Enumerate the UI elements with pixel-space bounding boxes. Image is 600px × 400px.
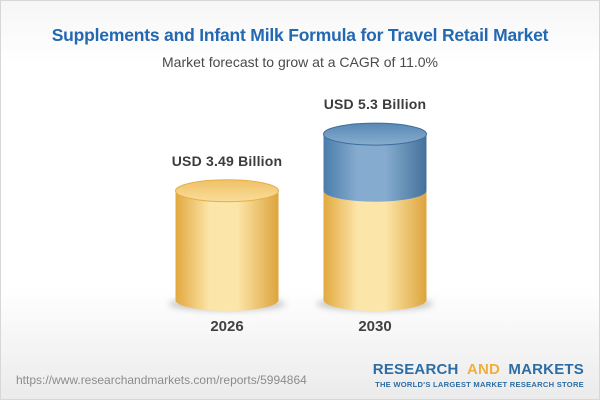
logo-word-and: AND	[466, 361, 501, 378]
logo-word-research: RESEARCH	[372, 361, 459, 378]
logo-word-markets: MARKETS	[508, 361, 584, 378]
value-label-2030: USD 5.3 Billion	[323, 96, 427, 113]
logo-wordmark: RESEARCH AND MARKETS	[373, 362, 584, 377]
report-url: https://www.researchandmarkets.com/repor…	[16, 373, 307, 387]
research-and-markets-logo: RESEARCH AND MARKETS THE WORLD'S LARGEST…	[373, 362, 584, 389]
category-label-2030: 2030	[358, 318, 392, 335]
cylinder-bar-2026	[168, 179, 286, 312]
chart-subtitle: Market forecast to grow at a CAGR of 11.…	[162, 54, 438, 70]
value-label-2026: USD 3.49 Billion	[171, 152, 283, 169]
chart-title: Supplements and Infant Milk Formula for …	[51, 25, 549, 45]
category-label-2026: 2026	[210, 318, 244, 335]
cylinder-bar-2030	[316, 122, 434, 312]
logo-tagline: THE WORLD'S LARGEST MARKET RESEARCH STOR…	[375, 380, 584, 389]
